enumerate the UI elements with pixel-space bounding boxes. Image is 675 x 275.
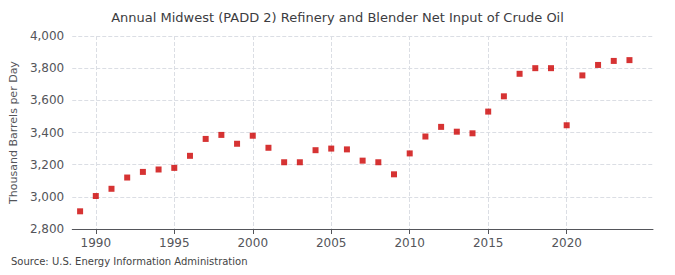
- svg-text:Thousand Barrels per Day: Thousand Barrels per Day: [7, 61, 20, 205]
- svg-text:4,000: 4,000: [30, 29, 64, 43]
- svg-text:Source: U.S. Energy Informatio: Source: U.S. Energy Information Administ…: [11, 256, 248, 267]
- svg-text:1990: 1990: [81, 236, 112, 250]
- svg-text:3,200: 3,200: [30, 158, 64, 172]
- svg-text:2000: 2000: [237, 236, 268, 250]
- svg-text:1995: 1995: [159, 236, 190, 250]
- svg-text:3,600: 3,600: [30, 93, 64, 107]
- svg-text:2020: 2020: [551, 236, 582, 250]
- svg-text:2005: 2005: [316, 236, 347, 250]
- svg-text:3,800: 3,800: [30, 61, 64, 75]
- svg-text:2015: 2015: [473, 236, 504, 250]
- svg-text:3,400: 3,400: [30, 126, 64, 140]
- svg-text:2,800: 2,800: [30, 222, 64, 236]
- svg-text:2010: 2010: [394, 236, 425, 250]
- svg-text:Annual Midwest (PADD 2) Refine: Annual Midwest (PADD 2) Refinery and Ble…: [111, 10, 564, 25]
- svg-text:3,000: 3,000: [30, 190, 64, 204]
